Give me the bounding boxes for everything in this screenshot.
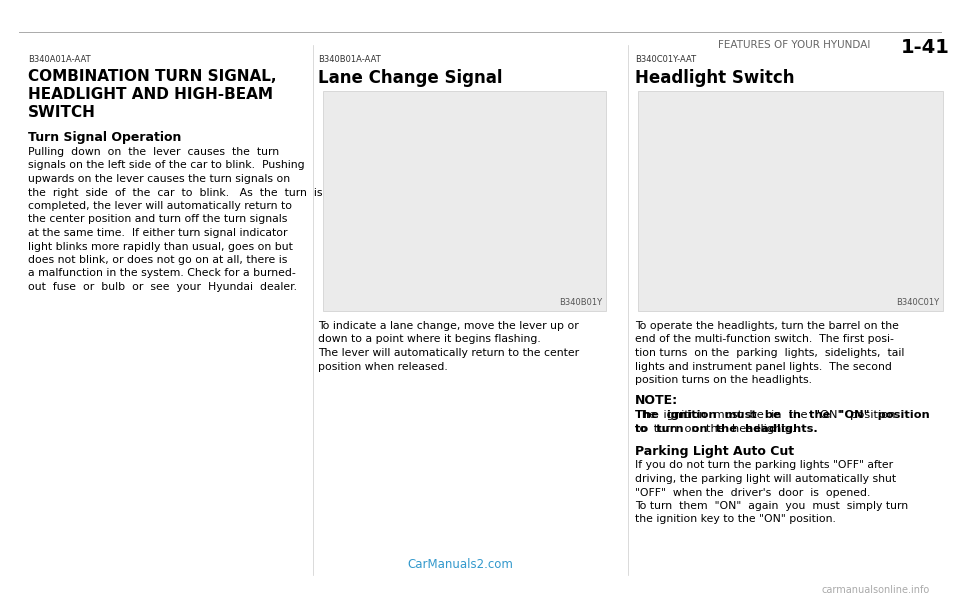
Text: upwards on the lever causes the turn signals on: upwards on the lever causes the turn sig… <box>28 174 290 184</box>
Text: Turn Signal Operation: Turn Signal Operation <box>28 131 181 144</box>
Text: To indicate a lane change, move the lever up or: To indicate a lane change, move the leve… <box>318 321 579 331</box>
Text: NOTE:: NOTE: <box>635 395 678 408</box>
Text: The  ignition  must  be  in  the  "ON"  position: The ignition must be in the "ON" positio… <box>635 411 896 420</box>
Text: Headlight Switch: Headlight Switch <box>635 69 795 87</box>
Text: If you do not turn the parking lights "OFF" after: If you do not turn the parking lights "O… <box>635 460 893 471</box>
Text: carmanualsonline.info: carmanualsonline.info <box>822 585 930 595</box>
Text: To operate the headlights, turn the barrel on the: To operate the headlights, turn the barr… <box>635 321 899 331</box>
Text: the center position and turn off the turn signals: the center position and turn off the tur… <box>28 214 287 225</box>
Bar <box>638 91 943 311</box>
Text: To turn  them  "ON"  again  you  must  simply turn: To turn them "ON" again you must simply … <box>635 501 908 511</box>
Text: completed, the lever will automatically return to: completed, the lever will automatically … <box>28 201 292 211</box>
Text: The lever will automatically return to the center: The lever will automatically return to t… <box>318 348 579 358</box>
Text: B340A01A-AAT: B340A01A-AAT <box>28 55 90 64</box>
Text: B340C01Y-AAT: B340C01Y-AAT <box>635 55 696 64</box>
Text: signals on the left side of the car to blink.  Pushing: signals on the left side of the car to b… <box>28 160 304 171</box>
Text: to  turn  on  the  headlights.: to turn on the headlights. <box>635 425 818 435</box>
Text: tion turns  on the  parking  lights,  sidelights,  tail: tion turns on the parking lights, sideli… <box>635 348 904 358</box>
Text: HEADLIGHT AND HIGH-BEAM: HEADLIGHT AND HIGH-BEAM <box>28 87 273 102</box>
Text: SWITCH: SWITCH <box>28 105 96 120</box>
Text: down to a point where it begins flashing.: down to a point where it begins flashing… <box>318 335 540 345</box>
Text: a malfunction in the system. Check for a burned-: a malfunction in the system. Check for a… <box>28 269 296 278</box>
Text: driving, the parking light will automatically shut: driving, the parking light will automati… <box>635 474 896 484</box>
Text: the ignition key to the "ON" position.: the ignition key to the "ON" position. <box>635 515 836 524</box>
Text: lights and instrument panel lights.  The second: lights and instrument panel lights. The … <box>635 362 892 371</box>
Text: Lane Change Signal: Lane Change Signal <box>318 69 502 87</box>
Text: Pulling  down  on  the  lever  causes  the  turn: Pulling down on the lever causes the tur… <box>28 147 279 157</box>
Text: the  right  side  of  the  car  to  blink.   As  the  turn  is: the right side of the car to blink. As t… <box>28 187 323 198</box>
Text: Parking Light Auto Cut: Parking Light Auto Cut <box>635 444 794 458</box>
Text: end of the multi-function switch.  The first posi-: end of the multi-function switch. The fi… <box>635 335 894 345</box>
Text: "OFF"  when the  driver's  door  is  opened.: "OFF" when the driver's door is opened. <box>635 488 871 498</box>
Bar <box>323 91 606 311</box>
Text: at the same time.  If either turn signal indicator: at the same time. If either turn signal … <box>28 228 287 238</box>
Text: position when released.: position when released. <box>318 362 447 371</box>
Text: CarManuals2.com: CarManuals2.com <box>407 558 513 571</box>
Text: position turns on the headlights.: position turns on the headlights. <box>635 375 812 385</box>
Text: to  turn  on  the  headlights.: to turn on the headlights. <box>635 425 796 435</box>
Text: FEATURES OF YOUR HYUNDAI: FEATURES OF YOUR HYUNDAI <box>718 40 870 50</box>
Text: B340C01Y: B340C01Y <box>896 298 939 307</box>
Text: out  fuse  or  bulb  or  see  your  Hyundai  dealer.: out fuse or bulb or see your Hyundai dea… <box>28 282 297 292</box>
Text: The  ignition  must  be  in  the  "ON"  position: The ignition must be in the "ON" positio… <box>635 411 929 420</box>
Text: light blinks more rapidly than usual, goes on but: light blinks more rapidly than usual, go… <box>28 242 293 252</box>
Text: does not blink, or does not go on at all, there is: does not blink, or does not go on at all… <box>28 255 287 265</box>
Text: 1-41: 1-41 <box>901 38 950 57</box>
Text: B340B01A-AAT: B340B01A-AAT <box>318 55 381 64</box>
Text: B340B01Y: B340B01Y <box>559 298 602 307</box>
Text: COMBINATION TURN SIGNAL,: COMBINATION TURN SIGNAL, <box>28 69 276 84</box>
